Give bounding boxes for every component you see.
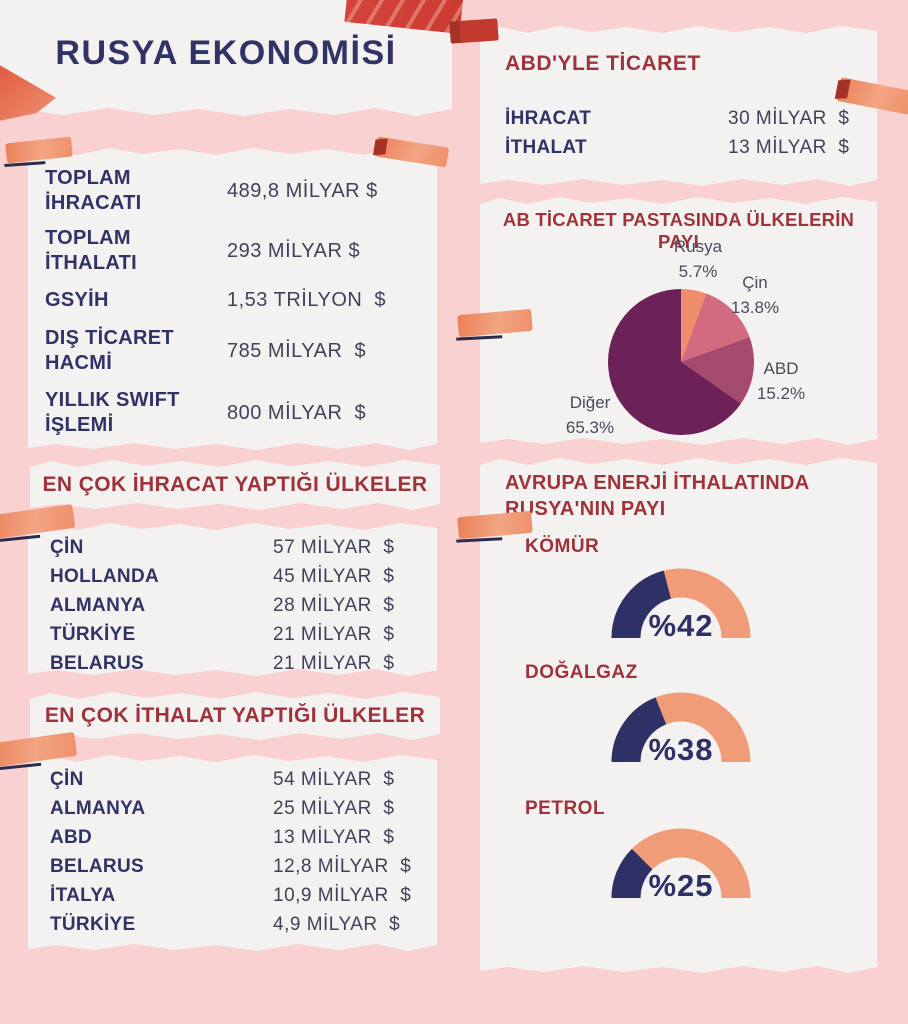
country-value: 13 MİLYAR $ <box>273 826 395 848</box>
stat-value: 489,8 MİLYAR $ <box>227 179 378 202</box>
country-label: TÜRKİYE <box>50 913 136 935</box>
page-title: RUSYA EKONOMİSİ <box>55 34 397 72</box>
import-title: EN ÇOK İTHALAT YAPTIĞI ÜLKELER <box>44 704 426 727</box>
country-label: İTALYA <box>50 884 116 906</box>
stat-label: GSYİH <box>45 288 109 311</box>
energy-title-line1: AVRUPA ENERJİ İTHALATINDA <box>505 472 810 494</box>
energy-title: AVRUPA ENERJİ İTHALATINDA RUSYA'NIN PAYI <box>480 456 877 522</box>
stat-row: GSYİH 1,53 TRİLYON $ <box>45 280 437 320</box>
stat-label: TOPLAM İTHALATI <box>45 227 138 274</box>
export-rows-card: ÇİN 57 MİLYAR $ HOLLANDA 45 MİLYAR $ ALM… <box>28 521 437 678</box>
country-value: 25 MİLYAR $ <box>273 797 395 819</box>
country-value: 21 MİLYAR $ <box>273 623 395 645</box>
gauge-label-komur: KÖMÜR <box>525 536 600 557</box>
pie-label-cin: Çin 13.8% <box>720 271 790 320</box>
table-row: TÜRKİYE 21 MİLYAR $ <box>50 620 437 649</box>
pie-label-text: Rusya <box>673 237 723 256</box>
pie-label-abd: ABD 15.2% <box>746 357 816 406</box>
table-row: İTHALAT 13 MİLYAR $ <box>505 133 877 162</box>
stat-row: YILLIK SWIFT İŞLEMİ 800 MİLYAR $ <box>45 382 437 444</box>
pie-title: AB TİCARET PASTASINDA ÜLKELERİN PAYI <box>502 209 855 252</box>
pie-label-pct: 65.3% <box>565 417 615 437</box>
country-value: 45 MİLYAR $ <box>273 565 395 587</box>
gauge-chart-petrol: %25 <box>606 822 756 904</box>
table-row: TÜRKİYE 4,9 MİLYAR $ <box>50 910 437 939</box>
usa-trade-card: ABD'YLE TİCARET İHRACAT 30 MİLYAR $ İTHA… <box>480 24 877 188</box>
usa-trade-title: ABD'YLE TİCARET <box>505 52 701 75</box>
stat-value: 785 MİLYAR $ <box>227 339 367 362</box>
pie-label-rusya: Rusya 5.7% <box>653 235 743 284</box>
country-label: BELARUS <box>50 652 144 674</box>
country-label: HOLLANDA <box>50 565 159 587</box>
table-row: ÇİN 57 MİLYAR $ <box>50 533 437 562</box>
table-row: HOLLANDA 45 MİLYAR $ <box>50 562 437 591</box>
trade-label: İHRACAT <box>505 107 592 129</box>
gauge-chart-komur: %42 <box>606 562 756 644</box>
pie-label-pct: 13.8% <box>730 297 780 317</box>
stat-value: 293 MİLYAR $ <box>227 239 361 262</box>
country-label: BELARUS <box>50 855 144 877</box>
energy-share-card: AVRUPA ENERJİ İTHALATINDA RUSYA'NIN PAYI… <box>480 456 877 975</box>
pie-label-pct: 5.7% <box>678 261 718 281</box>
country-value: 57 MİLYAR $ <box>273 536 395 558</box>
stat-row: TOPLAM İHRACATI 489,8 MİLYAR $ <box>45 160 437 222</box>
country-label: ALMANYA <box>50 797 146 819</box>
gauge-label-dogalgaz: DOĞALGAZ <box>525 662 638 683</box>
country-label: ÇİN <box>50 768 84 790</box>
export-title: EN ÇOK İHRACAT YAPTIĞI ÜLKELER <box>42 473 428 496</box>
pie-label-diger: Diğer 65.3% <box>545 391 635 440</box>
country-label: ÇİN <box>50 536 84 558</box>
table-row: BELARUS 21 MİLYAR $ <box>50 649 437 678</box>
country-value: 12,8 MİLYAR $ <box>273 855 412 877</box>
table-row: BELARUS 12,8 MİLYAR $ <box>50 852 437 881</box>
energy-title-line2: RUSYA'NIN PAYI <box>505 498 666 520</box>
trade-value: 13 MİLYAR $ <box>728 136 850 158</box>
trade-label: İTHALAT <box>505 136 587 158</box>
stat-value: 1,53 TRİLYON $ <box>227 288 387 311</box>
gauge-chart-dogalgaz: %38 <box>606 686 756 768</box>
table-row: ALMANYA 25 MİLYAR $ <box>50 794 437 823</box>
gauge-label-petrol: PETROL <box>525 798 606 819</box>
stat-label: YILLIK SWIFT İŞLEMİ <box>45 389 180 436</box>
table-row: ALMANYA 28 MİLYAR $ <box>50 591 437 620</box>
import-rows-card: ÇİN 54 MİLYAR $ ALMANYA 25 MİLYAR $ ABD … <box>28 753 437 953</box>
table-row: İHRACAT 30 MİLYAR $ <box>505 104 877 133</box>
country-value: 28 MİLYAR $ <box>273 594 395 616</box>
pie-label-pct: 15.2% <box>756 383 806 403</box>
stat-row: TOPLAM İTHALATI 293 MİLYAR $ <box>45 222 437 280</box>
trade-value: 30 MİLYAR $ <box>728 107 850 129</box>
pie-chart <box>608 289 754 435</box>
table-row: İTALYA 10,9 MİLYAR $ <box>50 881 437 910</box>
stat-value: 800 MİLYAR $ <box>227 401 367 424</box>
country-label: ALMANYA <box>50 594 146 616</box>
import-header-card: EN ÇOK İTHALAT YAPTIĞI ÜLKELER <box>30 690 440 742</box>
pie-label-text: Çin <box>742 273 768 292</box>
table-row: ÇİN 54 MİLYAR $ <box>50 765 437 794</box>
gauge-value: %38 <box>648 732 714 767</box>
table-row: ABD 13 MİLYAR $ <box>50 823 437 852</box>
gauge-value: %42 <box>648 608 714 643</box>
country-value: 4,9 MİLYAR $ <box>273 913 401 935</box>
country-value: 21 MİLYAR $ <box>273 652 395 674</box>
stats-card: TOPLAM İHRACATI 489,8 MİLYAR $ TOPLAM İT… <box>28 146 437 452</box>
country-value: 54 MİLYAR $ <box>273 768 395 790</box>
stat-label: DIŞ TİCARET HACMİ <box>45 327 174 374</box>
export-header-card: EN ÇOK İHRACAT YAPTIĞI ÜLKELER <box>30 458 440 512</box>
gauge-value: %25 <box>648 868 714 903</box>
country-label: ABD <box>50 826 93 848</box>
pie-label-text: Diğer <box>569 393 611 412</box>
red-tape-decoration <box>449 18 499 44</box>
country-label: TÜRKİYE <box>50 623 136 645</box>
country-value: 10,9 MİLYAR $ <box>273 884 412 906</box>
eu-trade-pie-card: AB TİCARET PASTASINDA ÜLKELERİN PAYI Rus… <box>480 195 877 447</box>
stat-label: TOPLAM İHRACATI <box>45 167 142 214</box>
stat-row: DIŞ TİCARET HACMİ 785 MİLYAR $ <box>45 320 437 382</box>
pie-label-text: ABD <box>763 359 799 378</box>
